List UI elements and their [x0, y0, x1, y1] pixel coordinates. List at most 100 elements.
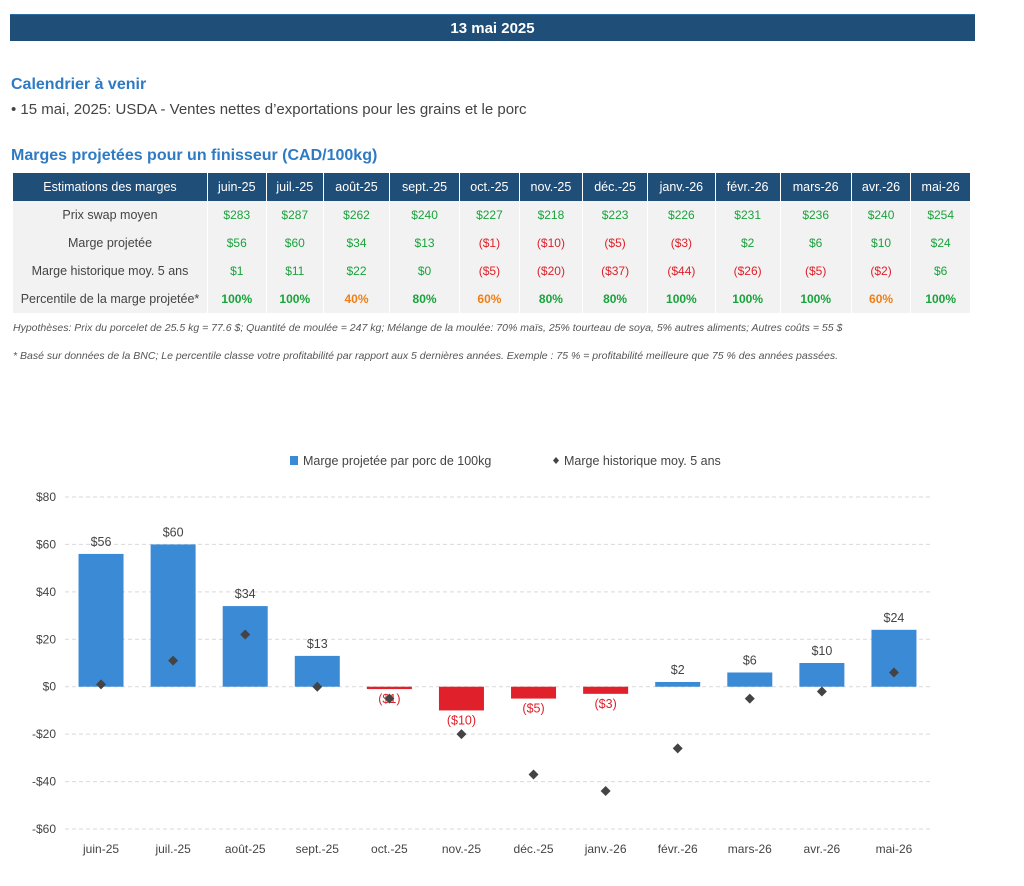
table-cell: $226 [647, 201, 716, 229]
x-tick-label: juil.-25 [154, 842, 191, 856]
bar [366, 686, 412, 690]
table-header-label: Estimations des marges [13, 173, 208, 201]
y-tick-label: $0 [43, 680, 57, 694]
table-cell: ($5) [582, 229, 649, 257]
table-cell: 100% [780, 285, 852, 313]
table-cell: $22 [323, 257, 390, 285]
table-row: Marge projetée $56 $60 $34 $13 ($1) ($10) ($5)(… [13, 229, 971, 257]
table-header-month: mars-26 [780, 173, 852, 201]
legend-diamond-icon [553, 457, 559, 464]
table-cell: ($5) [459, 257, 520, 285]
table-header-month: janv.-26 [647, 173, 716, 201]
bar [655, 681, 701, 687]
hypotheses-note: Hypothèses: Prix du porcelet de 25.5 kg … [13, 322, 843, 334]
x-tick-label: nov.-25 [442, 842, 481, 856]
y-tick-label: $80 [36, 490, 56, 504]
table-header-month: mai-26 [910, 173, 971, 201]
table-cell: ($20) [519, 257, 584, 285]
x-tick-label: janv.-26 [584, 842, 627, 856]
margin-chart: $80 $60 $40 $20 $0 -$20 -$40 -$60 Marge projetée… [32, 454, 930, 856]
bar [799, 663, 845, 687]
table-cell: $240 [389, 201, 461, 229]
table-cell: $56 [207, 229, 267, 257]
legend-bar-label: Marge projetée par porc de 100kg [303, 454, 491, 468]
table-cell: $6 [910, 257, 971, 285]
table-cell: $1 [207, 257, 267, 285]
table-cell: $6 [780, 229, 852, 257]
table-header-month: nov.-25 [519, 173, 584, 201]
y-tick-label: $60 [36, 537, 56, 551]
table-cell: $287 [266, 201, 325, 229]
historical-marker [456, 729, 467, 740]
table-cell: $254 [910, 201, 971, 229]
table-cell: $231 [715, 201, 781, 229]
historical-marker [816, 686, 827, 697]
x-tick-label: sept.-25 [296, 842, 340, 856]
table-cell: ($1) [459, 229, 520, 257]
table-cell: $218 [519, 201, 584, 229]
bar [78, 553, 124, 687]
table-cell: 100% [715, 285, 781, 313]
table-header-month: juin-25 [207, 173, 267, 201]
table-cell: $13 [389, 229, 461, 257]
table-cell: 60% [459, 285, 520, 313]
bar-data-label: $34 [235, 587, 256, 601]
table-header-month: juil.-25 [266, 173, 325, 201]
y-tick-label: $20 [36, 632, 56, 646]
table-row: Prix swap moyen $283 $287 $262 $240 $227 $218 $… [13, 201, 971, 229]
bar [511, 686, 557, 699]
bar [222, 606, 268, 687]
bar [294, 655, 340, 687]
table-cell: ($26) [715, 257, 781, 285]
table-row-label: Marge historique moy. 5 ans [13, 257, 208, 285]
table-cell: $11 [266, 257, 325, 285]
bar-data-label: ($3) [595, 697, 617, 711]
calendar-item: • 15 mai, 2025: USDA - Ventes nettes d’e… [11, 101, 527, 118]
table-cell: 40% [323, 285, 390, 313]
table-cell: 80% [389, 285, 461, 313]
table-header-month: avr.-26 [851, 173, 912, 201]
table-cell: $283 [207, 201, 267, 229]
table-cell: 80% [519, 285, 584, 313]
legend-bar-swatch [290, 456, 298, 465]
bar [583, 686, 629, 694]
bar-data-label: $13 [307, 637, 328, 651]
table-cell: 100% [910, 285, 971, 313]
historical-marker [240, 629, 251, 640]
margins-table: Estimations des marges juin-25 juil.-25 ao… [13, 173, 971, 313]
date-banner: 13 mai 2025 [10, 14, 975, 41]
table-header-month: sept.-25 [389, 173, 461, 201]
x-tick-label: août-25 [225, 842, 266, 856]
table-cell: $227 [459, 201, 520, 229]
y-tick-label: -$40 [32, 775, 56, 789]
table-row-label: Marge projetée [13, 229, 208, 257]
bar-data-label: $10 [811, 644, 832, 658]
table-header-month: févr.-26 [715, 173, 781, 201]
table-cell: ($44) [647, 257, 716, 285]
bar-data-label: ($10) [447, 713, 476, 727]
table-row-label: Percentile de la marge projetée* [13, 285, 208, 313]
table-cell: $236 [780, 201, 852, 229]
table-cell: $223 [582, 201, 649, 229]
x-tick-label: févr.-26 [658, 842, 698, 856]
table-cell: $10 [851, 229, 912, 257]
bar [438, 686, 484, 711]
table-header-row: Estimations des marges juin-25 juil.-25 ao… [13, 173, 971, 201]
calendar-title: Calendrier à venir [11, 76, 147, 93]
bar-data-label: $56 [91, 535, 112, 549]
percentile-note: * Basé sur données de la BNC; Le percent… [13, 350, 839, 362]
table-cell: 100% [647, 285, 716, 313]
table-cell: $262 [323, 201, 390, 229]
table-row: Marge historique moy. 5 ans $1 $11 $22 $0 ($5… [13, 257, 971, 285]
x-tick-label: mai-26 [876, 842, 913, 856]
y-tick-label: -$60 [32, 822, 56, 836]
table-cell: ($3) [647, 229, 716, 257]
table-cell: 100% [207, 285, 267, 313]
table-cell: ($10) [519, 229, 584, 257]
table-cell: $240 [851, 201, 912, 229]
table-header-month: août-25 [323, 173, 390, 201]
historical-marker [312, 681, 323, 692]
table-cell: $0 [389, 257, 461, 285]
x-tick-label: oct.-25 [371, 842, 408, 856]
table-cell: 60% [851, 285, 912, 313]
